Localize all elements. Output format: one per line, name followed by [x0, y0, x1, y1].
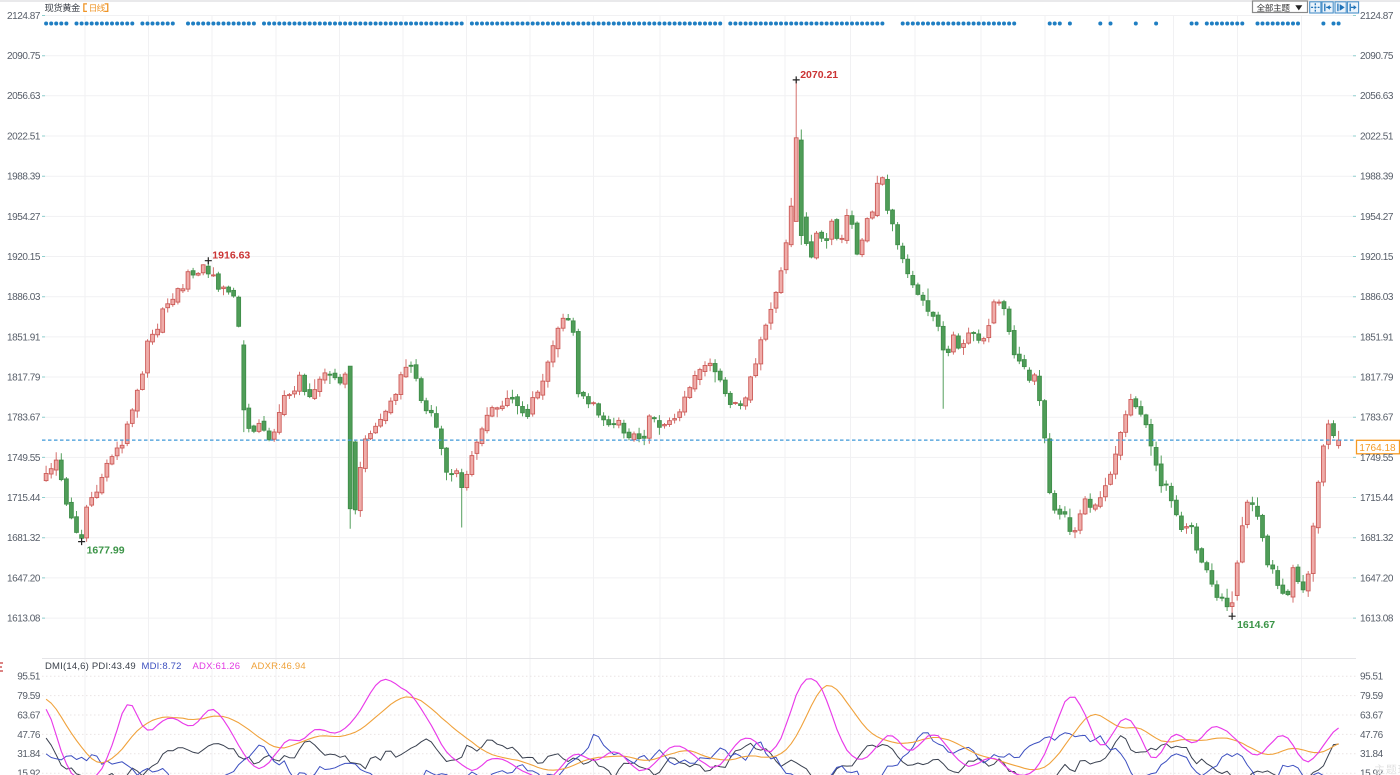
svg-text:1647.20: 1647.20	[7, 573, 41, 584]
svg-text:2022.51: 2022.51	[1360, 131, 1394, 142]
svg-text:2124.87: 2124.87	[7, 11, 41, 22]
svg-text:1681.32: 1681.32	[1360, 533, 1394, 544]
svg-text:1916.63: 1916.63	[212, 250, 250, 262]
svg-text:1851.91: 1851.91	[1360, 332, 1394, 343]
svg-text:1614.67: 1614.67	[1237, 619, 1275, 631]
svg-text:2022.51: 2022.51	[7, 131, 41, 142]
svg-text:15.92: 15.92	[1360, 769, 1384, 775]
svg-text:1613.08: 1613.08	[7, 614, 41, 625]
svg-text:15.92: 15.92	[17, 769, 41, 775]
svg-text:47.76: 47.76	[17, 730, 41, 741]
svg-text:1920.15: 1920.15	[1360, 252, 1394, 263]
svg-text:47.76: 47.76	[1360, 730, 1384, 741]
svg-text:1851.91: 1851.91	[7, 332, 41, 343]
svg-text:63.67: 63.67	[17, 710, 41, 721]
svg-text:95.51: 95.51	[1360, 672, 1384, 683]
svg-text:1647.20: 1647.20	[1360, 573, 1394, 584]
svg-text:1886.03: 1886.03	[7, 292, 41, 303]
svg-text:95.51: 95.51	[17, 672, 41, 683]
svg-text:2090.75: 2090.75	[1360, 51, 1394, 62]
svg-text:1681.32: 1681.32	[7, 533, 41, 544]
svg-text:1988.39: 1988.39	[7, 172, 41, 183]
svg-text:2124.87: 2124.87	[1360, 11, 1394, 22]
svg-text:MDI:8.72: MDI:8.72	[142, 661, 182, 672]
svg-text:1920.15: 1920.15	[7, 252, 41, 263]
svg-text:ADX:61.26: ADX:61.26	[193, 661, 241, 672]
svg-text:1749.55: 1749.55	[1360, 453, 1394, 464]
svg-text:31.84: 31.84	[1360, 749, 1384, 760]
svg-text:31.84: 31.84	[17, 749, 41, 760]
svg-text:1715.44: 1715.44	[7, 493, 41, 504]
svg-text:1954.27: 1954.27	[7, 212, 41, 223]
svg-text:1783.67: 1783.67	[1360, 413, 1394, 424]
svg-text:1954.27: 1954.27	[1360, 212, 1394, 223]
svg-text:2070.21: 2070.21	[800, 69, 838, 81]
svg-text:1817.79: 1817.79	[1360, 372, 1394, 383]
svg-text:1749.55: 1749.55	[7, 453, 41, 464]
svg-text:ADXR:46.94: ADXR:46.94	[251, 661, 306, 672]
svg-text:1988.39: 1988.39	[1360, 172, 1394, 183]
svg-text:DMI(14,6) PDI:43.49: DMI(14,6) PDI:43.49	[45, 661, 136, 672]
svg-text:63.67: 63.67	[1360, 710, 1384, 721]
svg-text:79.59: 79.59	[1360, 691, 1384, 702]
svg-text:1677.99: 1677.99	[87, 545, 125, 557]
svg-text:1764.18: 1764.18	[1359, 443, 1396, 454]
svg-text:2056.63: 2056.63	[7, 91, 41, 102]
svg-text:1783.67: 1783.67	[7, 413, 41, 424]
svg-text:2056.63: 2056.63	[1360, 91, 1394, 102]
svg-text:2090.75: 2090.75	[7, 51, 41, 62]
svg-text:79.59: 79.59	[17, 691, 41, 702]
svg-text:1613.08: 1613.08	[1360, 614, 1394, 625]
svg-text:1886.03: 1886.03	[1360, 292, 1394, 303]
svg-text:1715.44: 1715.44	[1360, 493, 1394, 504]
svg-text:1817.79: 1817.79	[7, 372, 41, 383]
